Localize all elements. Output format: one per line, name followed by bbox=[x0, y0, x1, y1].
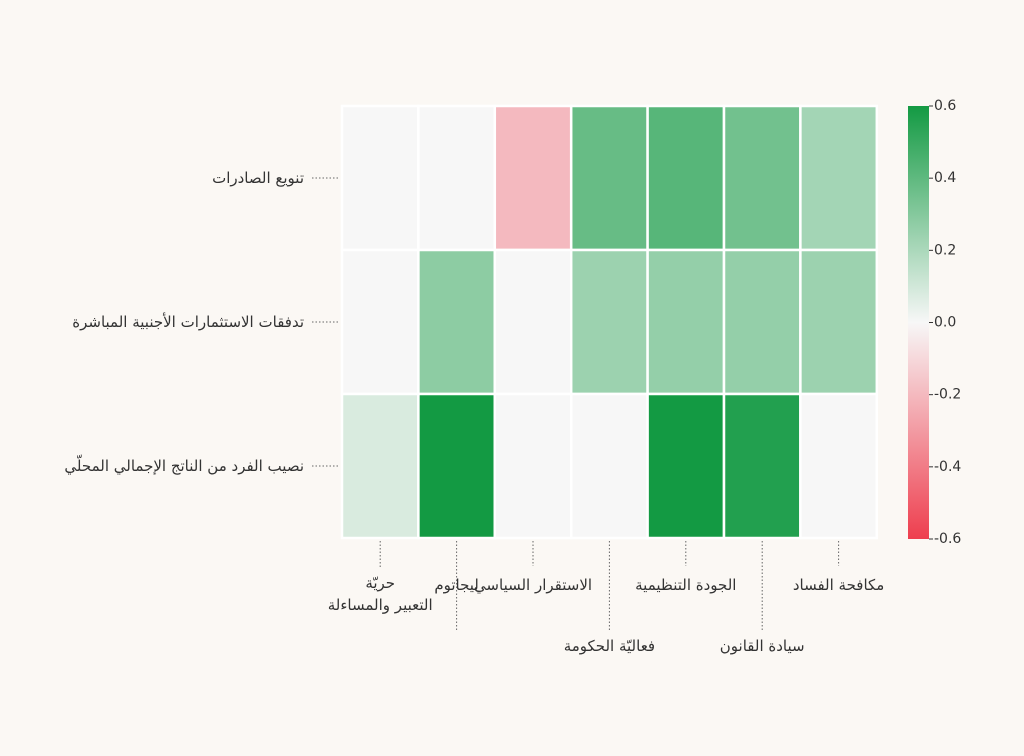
row-label: تدفقات الاستثمارات الأجنبية المباشرة bbox=[72, 312, 304, 331]
row-label: تنويع الصادرات bbox=[212, 169, 304, 187]
column-label: مكافحة الفساد bbox=[793, 576, 885, 594]
heatmap-cell bbox=[646, 392, 726, 540]
colorbar-tick-label: 0.6 bbox=[934, 98, 956, 114]
column-label: فعاليّة الحكومة bbox=[564, 637, 655, 655]
colorbar-tick-label: 0.2 bbox=[934, 242, 956, 258]
heatmap-cell bbox=[569, 248, 649, 396]
heatmap-cell bbox=[569, 392, 649, 540]
heatmap-cell bbox=[569, 104, 649, 252]
heatmap-cell bbox=[493, 248, 573, 396]
colorbar-tick-label: 0.0 bbox=[934, 315, 956, 331]
heatmap-cell bbox=[646, 104, 726, 252]
heatmap-cell bbox=[340, 248, 420, 396]
colorbar-tick-label: -0.4 bbox=[934, 459, 961, 475]
heatmap-cell bbox=[493, 392, 573, 540]
column-label: سيادة القانون bbox=[720, 637, 805, 655]
colorbar: 0.6 0.4 0.2 0.0 -0.2 -0.4 -0.6 bbox=[908, 98, 961, 547]
heatmap-cell bbox=[799, 392, 879, 540]
column-label: الاستقرار السياسي bbox=[474, 576, 592, 595]
heatmap-cell bbox=[417, 104, 497, 252]
heatmap-cell bbox=[722, 248, 802, 396]
heatmap-cell bbox=[646, 248, 726, 396]
heatmap-cell bbox=[493, 104, 573, 252]
heatmap-cell bbox=[417, 392, 497, 540]
colorbar-tick-label: -0.6 bbox=[934, 531, 961, 547]
colorbar-tick-label: 0.4 bbox=[934, 170, 956, 186]
heatmap-cell bbox=[340, 104, 420, 252]
heatmap-cell bbox=[799, 248, 879, 396]
column-label: الجودة التنظيمية bbox=[635, 576, 736, 594]
heatmap-cell bbox=[417, 248, 497, 396]
heatmap-cells bbox=[340, 104, 879, 540]
heatmap-cell bbox=[799, 104, 879, 252]
heatmap-cell bbox=[722, 104, 802, 252]
heatmap-cell bbox=[722, 392, 802, 540]
column-label: ليجاتوم bbox=[434, 576, 479, 594]
row-label: نصيب الفرد من الناتج الإجمالي المحلّي bbox=[64, 455, 304, 476]
row-labels: تنويع الصادرات تدفقات الاستثمارات الأجنبي… bbox=[64, 169, 340, 476]
colorbar-gradient bbox=[908, 106, 929, 539]
column-label: حريّة التعبير والمساءلة bbox=[328, 574, 433, 614]
heatmap-cell bbox=[340, 392, 420, 540]
colorbar-tick-label: -0.2 bbox=[934, 387, 961, 403]
